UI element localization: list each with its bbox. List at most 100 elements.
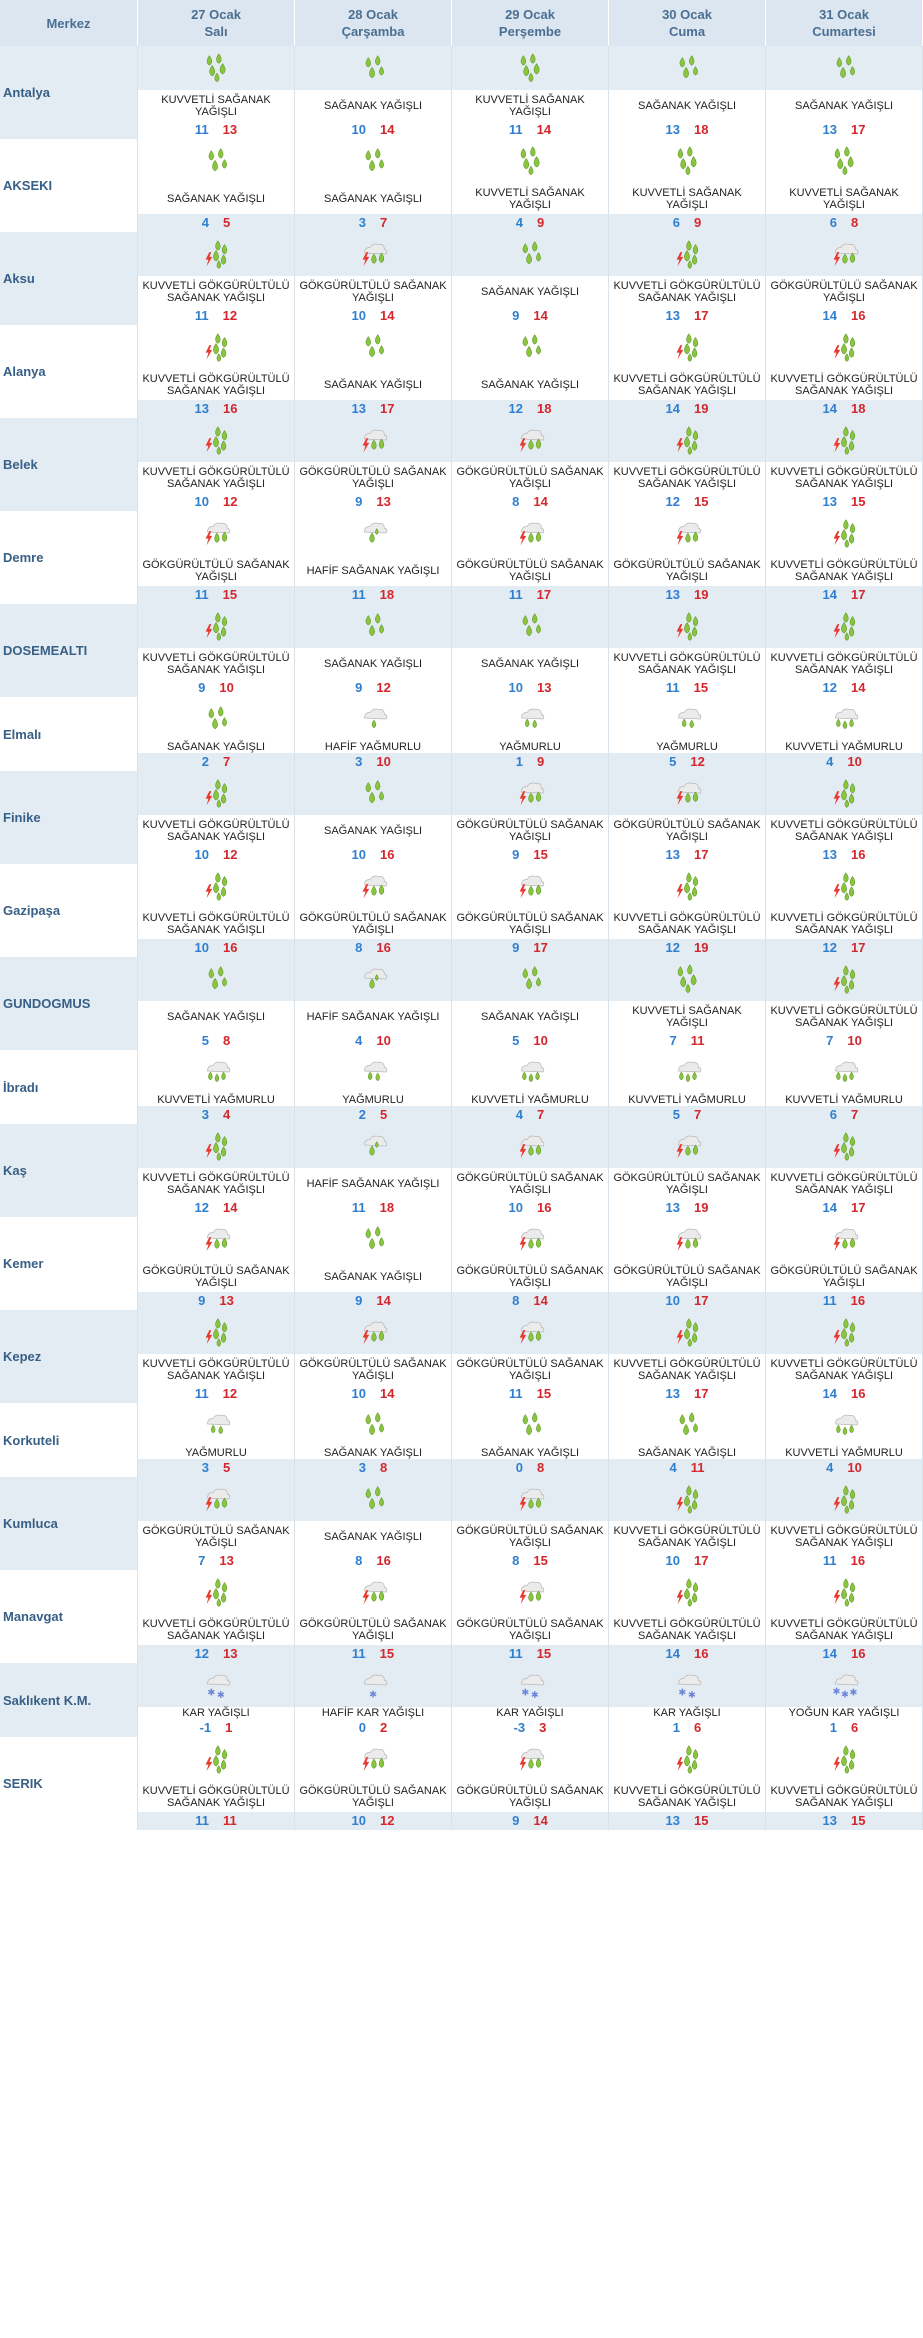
city-row: Belek KUVVETLİ GÖKGÜRÜLTÜLÜ SAĞANAK YAĞIŞ… [0, 418, 923, 511]
city-name[interactable]: Finike [0, 771, 138, 864]
temperature-row: 9 17 [452, 939, 608, 957]
high-temp: 10 [533, 1033, 548, 1048]
city-name[interactable]: AKSEKI [0, 139, 138, 232]
day-cell: SAĞANAK YAĞIŞLI 10 13 [451, 604, 609, 697]
temperature-row: 14 17 [766, 1199, 922, 1217]
temperature-row: 9 12 [295, 679, 451, 697]
temperature-row: 11 18 [295, 1199, 451, 1217]
low-temp: 13 [665, 1813, 680, 1828]
city-name[interactable]: GUNDOGMUS [0, 957, 138, 1050]
low-temp: 11 [665, 680, 680, 695]
icon-box [138, 697, 294, 741]
city-name[interactable]: Demre [0, 511, 138, 604]
city-name[interactable]: Antalya [0, 46, 138, 139]
city-name[interactable]: Korkuteli [0, 1403, 138, 1477]
city-name[interactable]: SERIK [0, 1737, 138, 1830]
city-name[interactable]: Kumluca [0, 1477, 138, 1570]
temperature-row: 10 12 [138, 493, 294, 511]
city-name[interactable]: DOSEMEALTI [0, 604, 138, 697]
thunder-shower-icon [670, 778, 704, 808]
day-cell: KUVVETLİ GÖKGÜRÜLTÜLÜ SAĞANAK YAĞIŞLI 14 1… [608, 325, 766, 418]
high-temp: 13 [222, 122, 238, 137]
city-name[interactable]: Kemer [0, 1217, 138, 1310]
thunder-shower-icon [356, 1577, 390, 1607]
high-temp: 19 [694, 587, 709, 602]
day-cell: KUVVETLİ YAĞMURLU 6 7 [765, 1050, 923, 1124]
heavy-thunder-shower-icon [827, 425, 861, 455]
day-cell: GÖKGÜRÜLTÜLÜ SAĞANAK YAĞIŞLI 9 13 [294, 418, 452, 511]
low-temp: 13 [822, 122, 837, 137]
city-name[interactable]: Saklıkent K.M. [0, 1663, 138, 1737]
city-name[interactable]: Belek [0, 418, 138, 511]
city-name[interactable]: Aksu [0, 232, 138, 325]
icon-box [609, 1310, 765, 1354]
heavy-thunder-shower-icon [199, 1744, 233, 1774]
low-temp: 10 [351, 308, 366, 323]
light-rain-icon [356, 704, 390, 734]
city-name[interactable]: Manavgat [0, 1570, 138, 1663]
icon-box [452, 1124, 608, 1168]
day-cell: KUVVETLİ GÖKGÜRÜLTÜLÜ SAĞANAK YAĞIŞLI 13 1… [137, 325, 295, 418]
high-temp: 1 [225, 1720, 233, 1735]
weather-description: SAĞANAK YAĞIŞLI [323, 192, 423, 205]
temperature-row: 13 17 [295, 400, 451, 418]
weather-description: GÖKGÜRÜLTÜLÜ SAĞANAK YAĞIŞLI [613, 1264, 761, 1289]
day-cell: GÖKGÜRÜLTÜLÜ SAĞANAK YAĞIŞLI 10 12 [294, 1737, 452, 1830]
heavy-thunder-shower-icon [199, 332, 233, 362]
icon-box: ✱ ✱ [138, 1663, 294, 1707]
day-header: 31 Ocak Cumartesi [765, 0, 923, 46]
weather-description: YAĞMURLU [185, 1447, 247, 1459]
low-temp: 12 [822, 680, 837, 695]
high-temp: 16 [851, 308, 866, 323]
day-cell: SAĞANAK YAĞIŞLI 12 18 [451, 325, 609, 418]
low-temp: 9 [512, 308, 520, 323]
city-name[interactable]: Kepez [0, 1310, 138, 1403]
weather-description: SAĞANAK YAĞIŞLI [323, 99, 423, 112]
low-temp: 13 [665, 1386, 680, 1401]
heavy-thunder-shower-icon [670, 239, 704, 269]
low-temp: 7 [826, 1033, 834, 1048]
weather-description: GÖKGÜRÜLTÜLÜ SAĞANAK YAĞIŞLI [456, 818, 604, 843]
low-temp: -1 [199, 1720, 212, 1735]
icon-box [452, 957, 608, 1001]
thunder-shower-icon [356, 871, 390, 901]
svg-text:✱: ✱ [522, 1687, 530, 1698]
weather-description: KUVVETLİ GÖKGÜRÜLTÜLÜ SAĞANAK YAĞIŞLI [142, 279, 290, 304]
city-name[interactable]: Kaş [0, 1124, 138, 1217]
city-name[interactable]: İbradı [0, 1050, 138, 1124]
high-temp: 17 [380, 401, 395, 416]
day-cell: GÖKGÜRÜLTÜLÜ SAĞANAK YAĞIŞLI 10 14 [294, 232, 452, 325]
low-temp: 5 [672, 1107, 680, 1122]
high-temp: 15 [694, 494, 709, 509]
weather-description: GÖKGÜRÜLTÜLÜ SAĞANAK YAĞIŞLI [613, 818, 761, 843]
low-temp: 11 [508, 1386, 523, 1401]
svg-text:✱: ✱ [531, 1690, 539, 1700]
low-temp: 13 [665, 587, 680, 602]
city-name[interactable]: Gazipaşa [0, 864, 138, 957]
temperature-row: 10 12 [295, 1812, 451, 1830]
city-name[interactable]: Alanya [0, 325, 138, 418]
high-temp: 12 [222, 1386, 238, 1401]
heavy-thunder-shower-icon [199, 1577, 233, 1607]
icon-box [766, 1570, 922, 1614]
high-temp: 18 [694, 122, 709, 137]
temperature-row: 11 15 [295, 1645, 451, 1663]
day-cell: GÖKGÜRÜLTÜLÜ SAĞANAK YAĞIŞLI 11 15 [451, 1310, 609, 1403]
city-name[interactable]: Elmalı [0, 697, 138, 771]
heavy-thunder-shower-icon [827, 1744, 861, 1774]
low-temp: 13 [822, 847, 837, 862]
low-temp: 6 [672, 215, 680, 230]
low-temp: 13 [665, 1200, 680, 1215]
low-temp: 6 [829, 1107, 837, 1122]
day-cell: KUVVETLİ GÖKGÜRÜLTÜLÜ SAĞANAK YAĞIŞLI 13 1… [608, 232, 766, 325]
day-cell: HAFİF SAĞANAK YAĞIŞLI 4 10 [294, 957, 452, 1050]
heavy-thunder-shower-icon [670, 1317, 704, 1347]
temperature-row: 13 17 [609, 307, 765, 325]
weather-description: GÖKGÜRÜLTÜLÜ SAĞANAK YAĞIŞLI [142, 558, 290, 583]
high-temp: 14 [533, 308, 548, 323]
low-temp: 8 [512, 1553, 520, 1568]
day-cell: KUVVETLİ GÖKGÜRÜLTÜLÜ SAĞANAK YAĞIŞLI 12 1… [765, 604, 923, 697]
heavy-shower-icon [827, 146, 861, 176]
heavy-thunder-shower-icon [670, 1744, 704, 1774]
